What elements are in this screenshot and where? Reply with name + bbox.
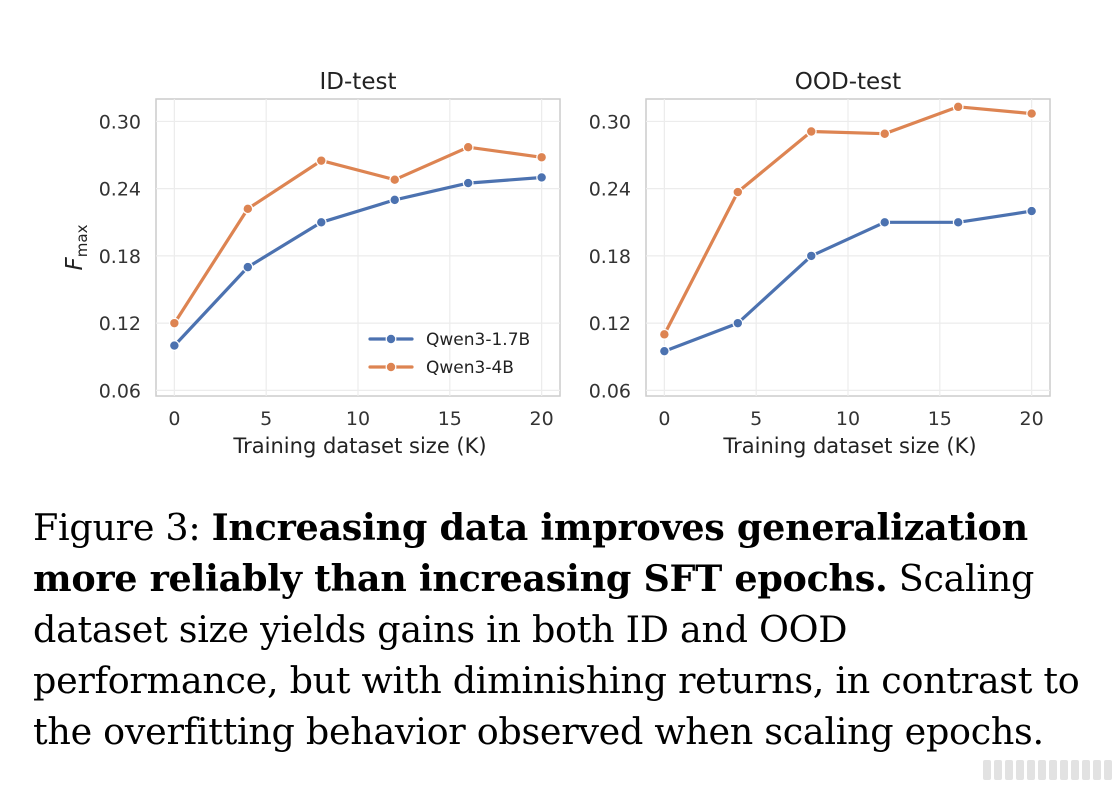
legend-label: Qwen3-1.7B [426,330,530,350]
x-tick-label: 10 [836,408,860,430]
data-point [732,317,744,329]
data-point [658,345,670,357]
data-point [658,328,670,340]
data-point [952,216,964,228]
data-point [805,126,817,137]
data-point [315,155,327,167]
data-point [952,101,964,113]
y-tick-label: 0.12 [589,313,631,335]
y-tick-label: 0.24 [99,179,141,201]
chart-panel-2: 0 5 10 15 20 0.06 0.12 0.18 0.24 0.30 OOD-test Trai… [589,69,1051,458]
legend-marker [385,361,397,373]
x-axis-label: Training dataset size (K) [232,434,486,458]
caption-label: Figure 3: [33,506,201,549]
chart-panel-1: 0 5 10 15 20 0.06 0.12 0.18 0.24 0.30 ID-test Train… [62,69,561,458]
data-point [389,174,401,186]
data-point [1026,108,1038,119]
y-tick-label: 0.30 [589,111,631,133]
series-line-qwen3-1.7b [662,209,1034,353]
y-tick-label: 0.24 [589,179,631,201]
data-point [536,172,548,183]
caption-bold: Increasing data improves generalization … [33,506,1028,600]
data-point [879,216,891,228]
y-axis-label: Fmax [62,224,91,270]
data-point [1026,205,1038,217]
data-point [732,186,744,198]
chart-title: ID-test [320,69,397,95]
series-line-qwen3-4b [172,145,544,325]
x-tick-label: 5 [750,408,762,430]
data-point [879,128,891,140]
legend: Qwen3-1.7B Qwen3-4B [368,330,530,378]
x-tick-label: 15 [928,408,952,430]
x-tick-label: 0 [658,408,670,430]
caption-text: Scaling dataset size yields gains in bot… [33,557,1080,753]
data-point [168,317,180,329]
data-point [536,151,548,163]
x-tick-label: 20 [1020,408,1044,430]
figure-caption: Figure 3: Increasing data improves gener… [33,502,1093,757]
figure-charts: 0 5 10 15 20 0.06 0.12 0.18 0.24 0.30 ID-test Train… [62,69,1051,458]
y-tick-label: 0.18 [589,246,631,268]
x-axis-label: Training dataset size (K) [722,434,976,458]
x-tick-label: 10 [346,408,370,430]
y-tick-label: 0.30 [99,111,141,133]
y-tick-label: 0.12 [99,313,141,335]
x-tick-label: 5 [260,408,272,430]
data-point [805,250,817,262]
y-tick-label: 0.06 [99,380,141,402]
y-tick-label: 0.18 [99,246,141,268]
x-tick-label: 15 [438,408,462,430]
data-point [462,141,474,153]
x-tick-label: 20 [530,408,554,430]
chart-title: OOD-test [795,69,901,95]
data-point [315,216,327,228]
data-point [389,194,401,206]
y-tick-label: 0.06 [589,380,631,402]
legend-marker [385,333,397,345]
data-point [168,340,180,351]
x-tick-label: 0 [168,408,180,430]
series-line-qwen3-4b [662,105,1034,336]
data-point [242,203,254,215]
data-point [242,261,254,273]
series-line-qwen3-1.7b [172,175,544,348]
data-point [462,177,474,189]
watermark-icon [983,760,1112,780]
legend-label: Qwen3-4B [426,358,514,378]
